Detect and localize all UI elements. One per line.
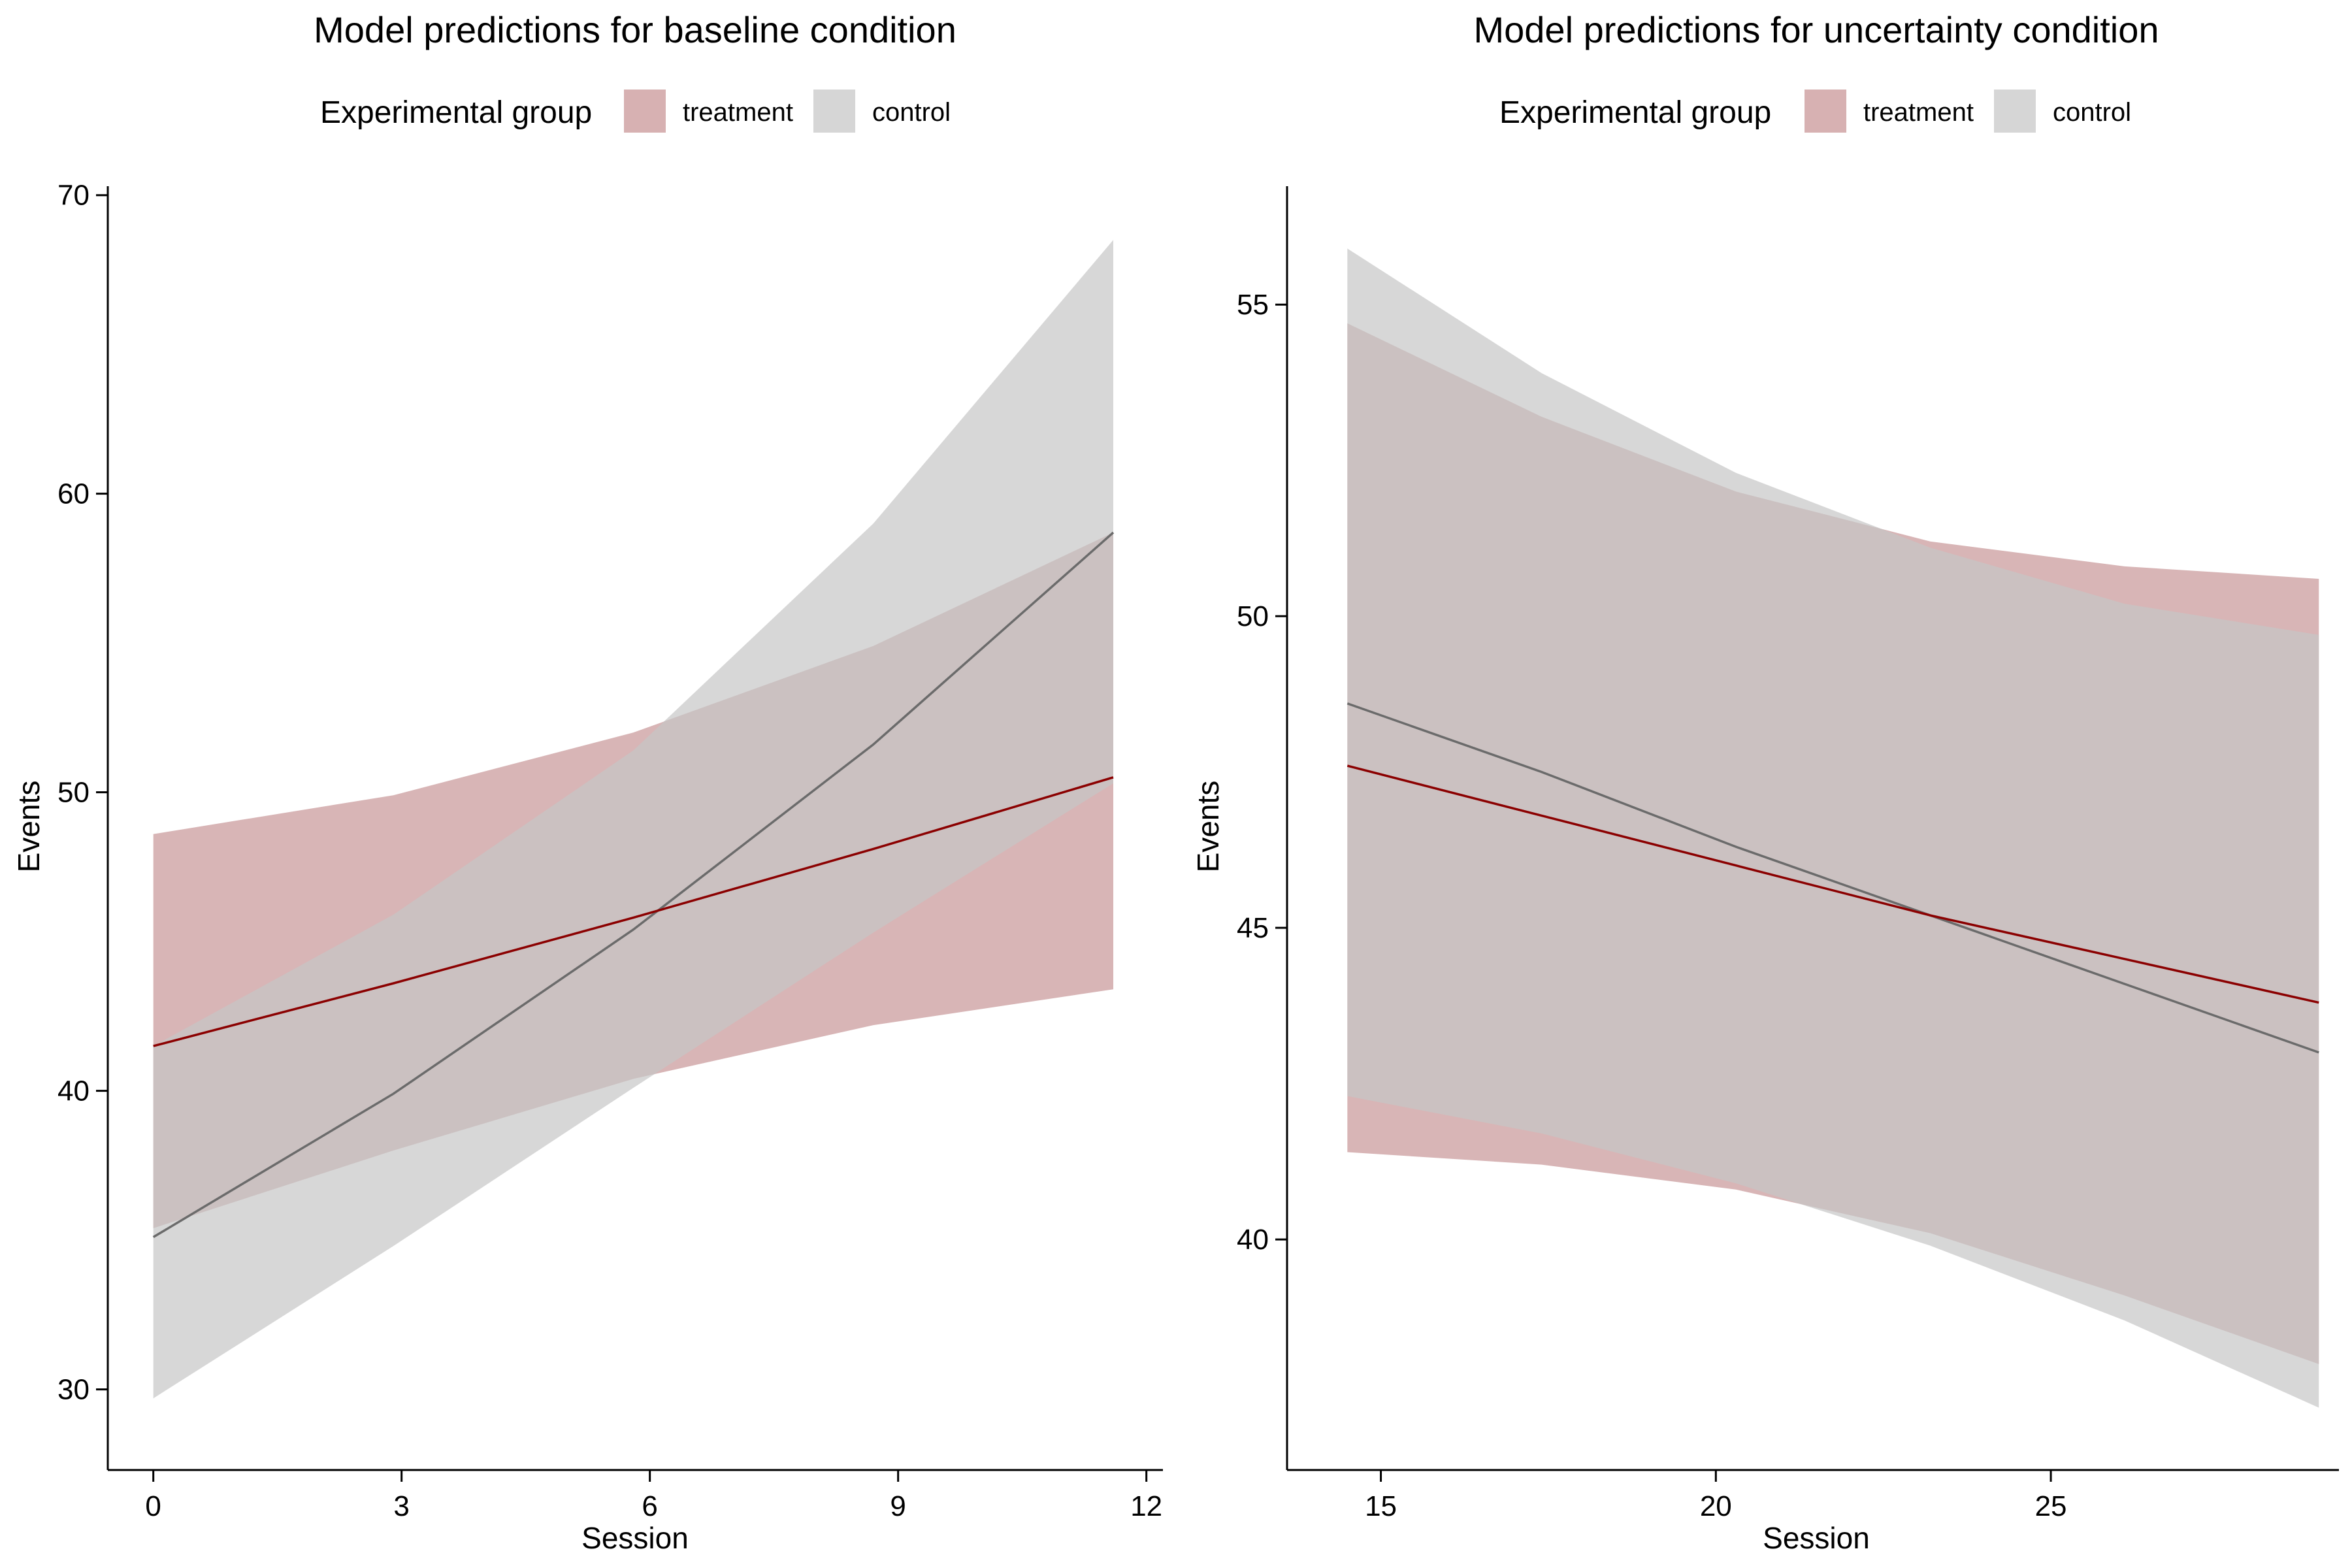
ribbon-control [153, 240, 1114, 1399]
y-tick-label: 40 [57, 1075, 90, 1107]
y-axis-label: Events [12, 781, 46, 873]
y-tick-label: 40 [1237, 1224, 1269, 1256]
x-tick-label: 0 [145, 1490, 161, 1522]
line-treatment [153, 776, 1114, 1047]
x-tick-label: 3 [393, 1490, 409, 1522]
panel-baseline: Model predictions for baseline condition… [12, 9, 1163, 1555]
y-tick-label: 50 [57, 777, 90, 809]
legend-label-control: control [2053, 98, 2131, 127]
legend-label-treatment: treatment [1863, 98, 1974, 127]
y-tick-label: 50 [1237, 600, 1269, 632]
legend-title: Experimental group [320, 95, 592, 130]
x-tick-label: 25 [2035, 1490, 2067, 1522]
legend-title: Experimental group [1499, 95, 1771, 130]
legend-swatch-control [1994, 90, 2036, 133]
legend: Experimental group treatment control [320, 90, 951, 133]
legend-swatch-treatment [624, 90, 666, 133]
legend-label-treatment: treatment [683, 98, 793, 127]
x-axis-label: Session [581, 1521, 689, 1555]
legend-swatch-treatment [1805, 90, 1846, 133]
line-control [152, 531, 1115, 1239]
plot-area: 15 20 25 40 45 50 55 [1237, 186, 2339, 1522]
legend-label-control: control [872, 98, 951, 127]
y-tick-label: 45 [1237, 912, 1269, 944]
chart-title: Model predictions for baseline condition [314, 9, 956, 50]
y-tick-label: 70 [57, 180, 90, 212]
line-treatment [1347, 764, 2319, 1004]
x-tick-label: 20 [1700, 1490, 1732, 1522]
y-tick-label: 55 [1237, 289, 1269, 321]
legend-swatch-control [813, 90, 855, 133]
y-axis-label: Events [1191, 781, 1225, 873]
chart-title: Model predictions for uncertainty condit… [1473, 9, 2159, 50]
x-axis-label: Session [1763, 1521, 1870, 1555]
x-tick-label: 15 [1365, 1490, 1397, 1522]
x-tick-label: 12 [1130, 1490, 1162, 1522]
x-tick-label: 9 [890, 1490, 906, 1522]
line-control [1347, 702, 2319, 1054]
ribbon-control [1347, 248, 2319, 1408]
y-tick-label: 30 [57, 1374, 90, 1406]
plot-area: 0 3 6 9 12 30 40 50 60 70 [57, 180, 1163, 1522]
legend: Experimental group treatment control [1499, 90, 2131, 133]
x-tick-label: 6 [642, 1490, 657, 1522]
y-tick-label: 60 [57, 478, 90, 510]
panel-uncertainty: Model predictions for uncertainty condit… [1191, 9, 2339, 1555]
